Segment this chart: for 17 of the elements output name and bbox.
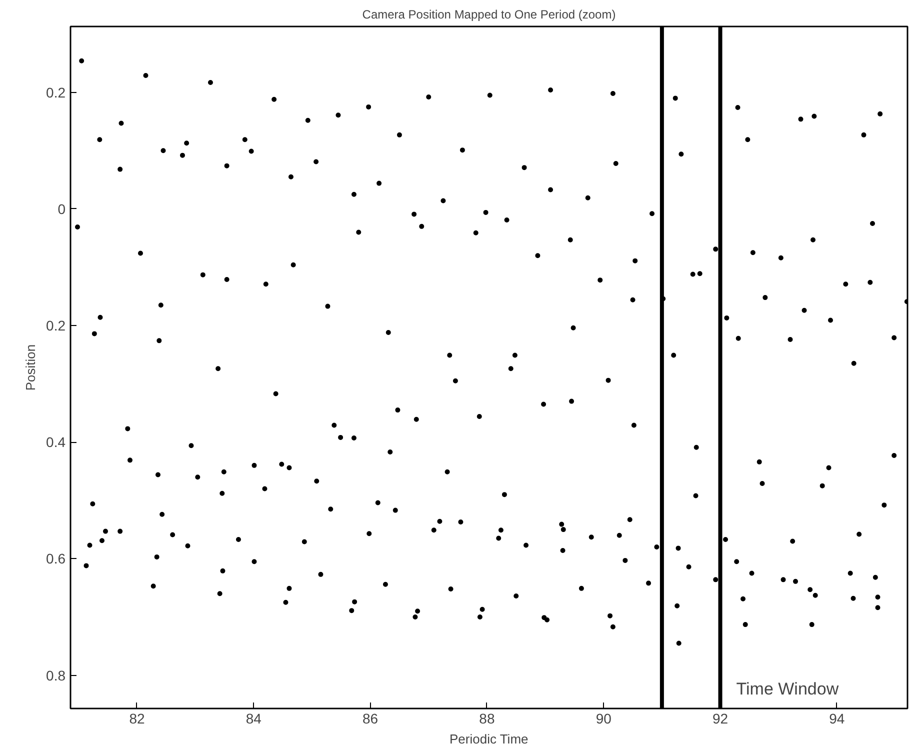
y-tick-label: 0.4 [46, 434, 66, 450]
x-tick-label: 90 [596, 710, 612, 726]
y-axis-title: Position [23, 344, 38, 391]
x-tick-label: 88 [479, 710, 495, 726]
x-tick-label: 86 [362, 710, 378, 726]
x-tick-label: 94 [829, 710, 845, 726]
annotation: Time Window [736, 680, 840, 698]
y-tick-label: 0.2 [46, 318, 66, 334]
x-tick-label: 84 [246, 710, 262, 726]
x-tick-label: 82 [129, 710, 145, 726]
y-tick-label: 0 [58, 200, 66, 217]
x-axis-title: Periodic Time [450, 732, 528, 746]
y-tick-label: 0.6 [46, 550, 66, 567]
y-tick-label: 0.2 [46, 84, 66, 100]
x-tick-label: 92 [712, 710, 728, 726]
chart-title: Camera Position Mapped to One Period (zoom) [362, 8, 616, 22]
y-tick-label: 0.8 [46, 667, 66, 684]
